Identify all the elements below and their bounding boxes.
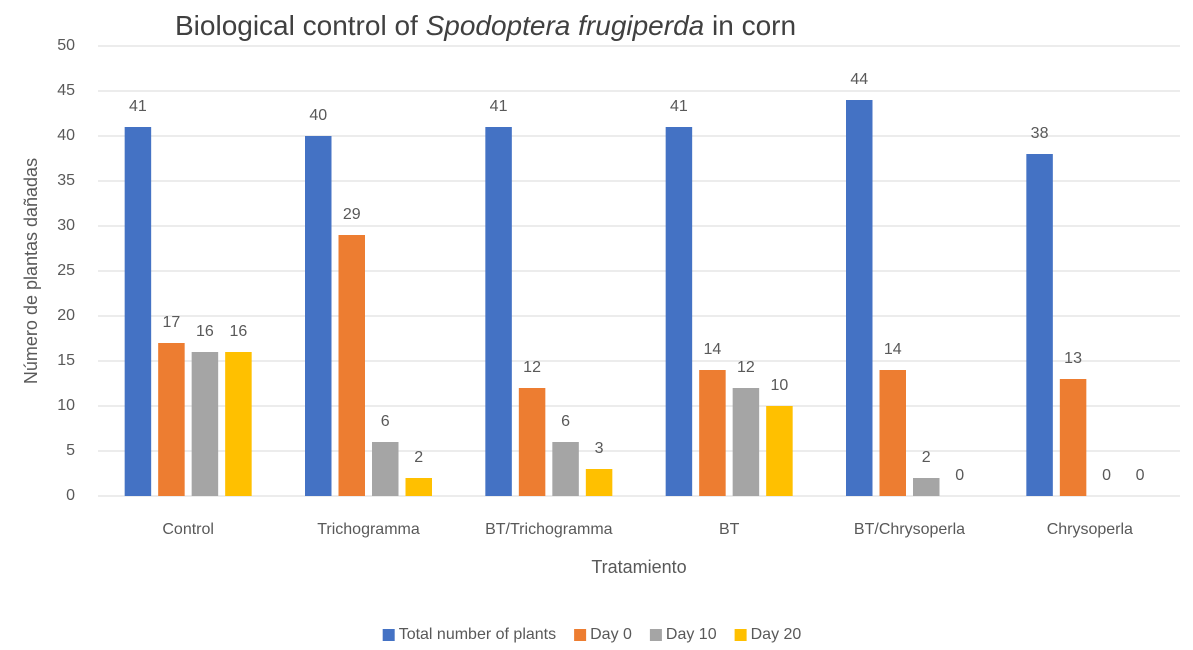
- bar: [665, 127, 693, 496]
- bar: [191, 352, 219, 496]
- x-tick-label: Trichogramma: [317, 521, 420, 538]
- y-tick-label: 25: [57, 262, 75, 279]
- bar: [585, 469, 613, 496]
- bar: [913, 478, 940, 496]
- y-tick-label: 35: [57, 172, 75, 189]
- y-tick-label: 0: [66, 487, 75, 504]
- legend-label: Day 20: [751, 626, 802, 643]
- data-label: 44: [850, 71, 868, 88]
- bar: [305, 136, 332, 496]
- data-label: 14: [704, 341, 722, 358]
- bar: [372, 442, 399, 496]
- legend-item: Day 0: [574, 626, 632, 643]
- legend-swatch: [382, 629, 395, 641]
- y-tick-label: 20: [57, 307, 75, 324]
- legend-swatch: [649, 629, 662, 641]
- data-label: 6: [561, 413, 570, 430]
- legend-item: Day 10: [649, 626, 717, 643]
- bar: [518, 388, 546, 496]
- legend-label: Day 10: [666, 626, 717, 643]
- legend-item: Total number of plants: [382, 626, 556, 643]
- y-tick-label: 15: [57, 352, 75, 369]
- data-label: 12: [523, 359, 541, 376]
- chart-title: Biological control of Spodoptera frugipe…: [175, 10, 796, 41]
- legend-label: Day 0: [590, 626, 632, 643]
- x-tick-label: BT/Trichogramma: [485, 521, 613, 538]
- y-tick-label: 40: [57, 127, 75, 144]
- bar: [124, 127, 152, 496]
- title-part: Spodoptera frugiperda: [426, 10, 705, 41]
- data-label: 41: [129, 98, 147, 115]
- x-tick-label: BT: [719, 521, 740, 538]
- bar: [225, 352, 252, 496]
- data-label: 0: [1136, 467, 1145, 484]
- y-tick-label: 30: [57, 217, 75, 234]
- x-tick-label: BT/Chrysoperla: [854, 521, 965, 538]
- data-label: 0: [1102, 467, 1111, 484]
- data-label: 12: [737, 359, 755, 376]
- bar: [158, 343, 185, 496]
- y-tick-label: 10: [57, 397, 75, 414]
- data-label: 2: [414, 449, 423, 466]
- data-label: 41: [490, 98, 508, 115]
- bar: [338, 235, 365, 496]
- title-part: in corn: [704, 10, 796, 41]
- data-label: 41: [670, 98, 688, 115]
- data-label: 0: [955, 467, 964, 484]
- bar: [879, 370, 906, 496]
- x-axis-title: Tratamiento: [591, 557, 686, 577]
- data-label: 38: [1031, 125, 1049, 142]
- data-label: 16: [230, 323, 248, 340]
- data-label: 3: [595, 440, 604, 457]
- legend-swatch: [574, 629, 587, 641]
- title-part: Biological control of: [175, 10, 426, 41]
- legend-swatch: [734, 629, 747, 641]
- bar: [1026, 154, 1053, 496]
- bar: [552, 442, 579, 496]
- bar: [732, 388, 760, 496]
- legend-item: Day 20: [734, 626, 802, 643]
- y-tick-label: 5: [66, 442, 75, 459]
- y-axis-title: Número de plantas dañadas: [21, 158, 41, 384]
- data-label: 16: [196, 323, 214, 340]
- bar: [699, 370, 726, 496]
- y-tick-label: 45: [57, 82, 75, 99]
- bar: [1059, 379, 1087, 496]
- data-label: 14: [884, 341, 902, 358]
- bar: [405, 478, 432, 496]
- data-label: 29: [343, 206, 361, 223]
- x-tick-label: Chrysoperla: [1047, 521, 1133, 538]
- data-label: 2: [922, 449, 931, 466]
- data-label: 40: [309, 107, 327, 124]
- y-tick-label: 50: [57, 37, 75, 54]
- legend-label: Total number of plants: [399, 626, 556, 643]
- bar: [485, 127, 512, 496]
- data-label: 10: [771, 377, 789, 394]
- bar: [766, 406, 793, 496]
- x-tick-label: Control: [162, 521, 214, 538]
- data-label: 17: [163, 314, 181, 331]
- data-label: 13: [1064, 350, 1082, 367]
- bar: [846, 100, 873, 496]
- data-label: 6: [381, 413, 390, 430]
